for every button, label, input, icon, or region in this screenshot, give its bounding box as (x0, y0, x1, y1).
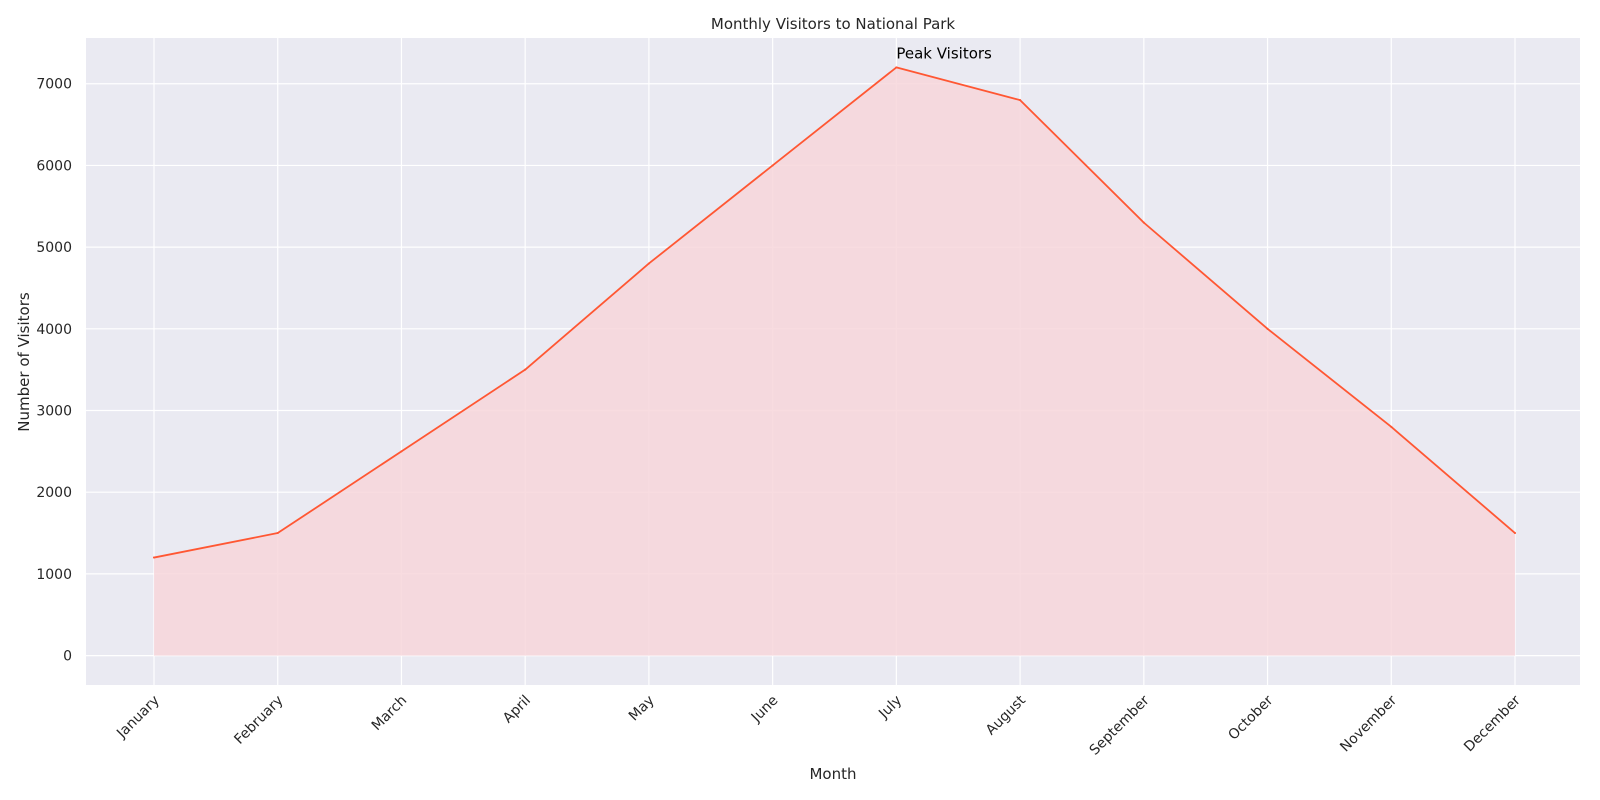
x-tick-label-february: February (231, 693, 286, 748)
chart-title: Monthly Visitors to National Park (711, 15, 956, 33)
y-tick-label-7000: 7000 (36, 77, 72, 93)
annotation-peak-visitors: Peak Visitors (896, 44, 992, 62)
data-point-june (771, 164, 774, 167)
y-axis-label: Number of Visitors (15, 292, 33, 432)
y-tick-label-5000: 5000 (36, 240, 72, 256)
x-tick-label-november: November (1337, 692, 1400, 755)
x-tick-label-december: December (1461, 692, 1524, 755)
data-point-august (1019, 99, 1022, 102)
data-point-february (276, 532, 279, 535)
line-segment-february-march (276, 450, 403, 534)
data-point-july (895, 66, 898, 69)
line-segment-july-august (895, 66, 1021, 101)
data-point-may (647, 262, 650, 265)
area-fill (154, 67, 1515, 656)
data-point-november (1390, 425, 1393, 428)
y-tick-label-0: 0 (63, 649, 72, 665)
line-segment-january-february (153, 532, 279, 559)
y-tick-label-2000: 2000 (36, 485, 72, 501)
data-point-march (400, 450, 403, 453)
x-tick-label-september: September (1087, 692, 1153, 758)
x-tick-label-june: June (748, 693, 782, 727)
data-point-october (1266, 327, 1269, 330)
series-visitors (153, 66, 1516, 559)
x-tick-label-august: August (983, 692, 1029, 738)
x-tick-label-july: July (875, 693, 905, 723)
data-point-september (1142, 221, 1145, 224)
data-point-april (524, 368, 527, 371)
line-segment-august-september (1019, 99, 1145, 224)
line-segment-june-july (771, 66, 898, 167)
line-segment-april-may (524, 262, 650, 371)
data-point-january (153, 556, 155, 559)
x-tick-label-january: January (113, 693, 163, 743)
y-tick-label-1000: 1000 (36, 567, 72, 583)
line-segment-march-april (400, 368, 527, 453)
x-tick-label-may: May (626, 693, 658, 725)
line-segment-october-november (1266, 327, 1393, 428)
line-segment-november-december (1390, 425, 1516, 534)
line-segment-september-october (1142, 221, 1269, 330)
x-tick-label-october: October (1225, 692, 1276, 743)
x-tick-label-april: April (500, 693, 534, 727)
x-axis-label: Month (809, 765, 856, 783)
y-axis: 0 1000 2000 3000 4000 5000 6000 7000 (36, 77, 72, 665)
line-segment-may-june (648, 164, 774, 265)
y-tick-label-4000: 4000 (36, 322, 72, 338)
x-axis: January February March April May June July Augu… (113, 692, 1524, 758)
data-point-december (1514, 532, 1516, 535)
x-tick-label-march: March (369, 693, 410, 734)
y-tick-label-6000: 6000 (36, 158, 72, 174)
y-tick-label-3000: 3000 (36, 404, 72, 420)
